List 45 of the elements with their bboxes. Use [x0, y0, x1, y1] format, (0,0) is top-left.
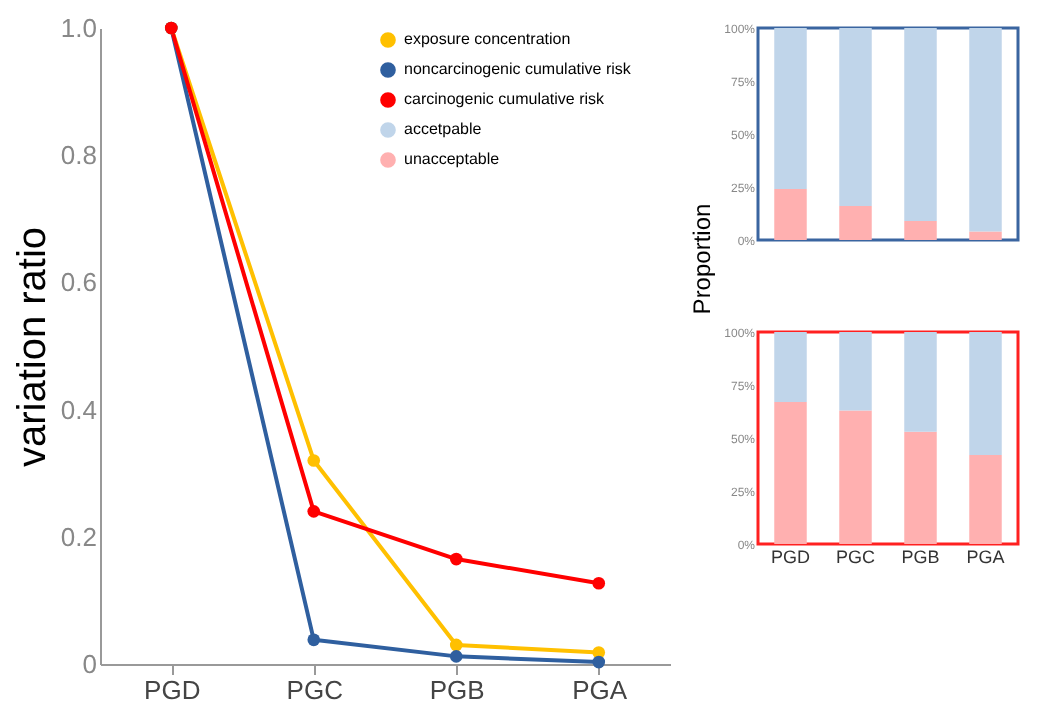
x-tick-label: PGD	[144, 675, 201, 705]
y-tick-label: 0.6	[60, 267, 97, 298]
x-tick-label: PGA	[572, 675, 628, 705]
bar	[969, 332, 1002, 455]
y-tick-label: 0.8	[60, 140, 97, 171]
y-tick-label: 1.0	[60, 13, 97, 43]
bar	[839, 332, 872, 411]
bar	[969, 231, 1002, 240]
x-tick-label: PGC	[286, 675, 343, 705]
point	[592, 655, 606, 669]
point	[449, 552, 463, 566]
point	[592, 576, 606, 590]
bar	[904, 28, 937, 221]
legend-label: exposure concentration	[404, 30, 571, 48]
x-tick-label: PGB	[901, 547, 940, 567]
bar	[969, 454, 1002, 544]
bar	[839, 206, 872, 240]
legend-label: noncarcinogenic cumulative risk	[404, 60, 633, 78]
bar	[774, 28, 807, 190]
bar	[774, 189, 807, 240]
bar	[839, 28, 872, 207]
bar	[904, 431, 937, 544]
x-tick-label: PGD	[770, 547, 811, 567]
point	[307, 505, 321, 518]
x-tick-label: PGC	[835, 547, 876, 567]
y-axis-title: Proportion	[688, 203, 717, 315]
bar	[839, 410, 872, 544]
point	[449, 650, 463, 663]
point	[449, 638, 463, 652]
y-tick-label: 0.2	[60, 521, 97, 552]
y-tick-label: 0	[82, 649, 97, 679]
bar	[904, 332, 937, 432]
y-tick-label: 0.4	[60, 394, 97, 425]
point	[307, 454, 321, 467]
legend-label: accetpable	[404, 120, 483, 138]
bar	[904, 220, 937, 240]
point	[307, 633, 321, 647]
bar	[774, 332, 807, 402]
legend-label: carcinogenic cumulative risk	[404, 90, 607, 108]
bar	[969, 28, 1002, 232]
bar	[774, 401, 807, 544]
legend-label: unacceptable	[404, 150, 501, 168]
x-tick-label: PGA	[966, 547, 1005, 567]
y-axis-title: variation ratio	[10, 226, 55, 468]
x-tick-label: PGB	[429, 675, 485, 705]
